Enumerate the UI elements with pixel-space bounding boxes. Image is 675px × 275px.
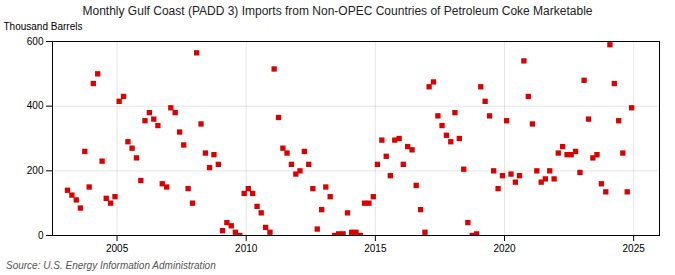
svg-text:600: 600 [27,36,44,47]
svg-text:2020: 2020 [493,243,516,254]
html-text:Monthly Gulf Coast (PADD 3) Im: Monthly Gulf Coast (PADD 3) Imports from… [82,4,593,18]
svg-text:200: 200 [27,165,44,176]
svg-text:2005: 2005 [106,243,129,254]
svg-text:2010: 2010 [235,243,258,254]
svg-text:2015: 2015 [364,243,387,254]
svg-text:2025: 2025 [623,243,646,254]
svg-text:0: 0 [38,230,44,241]
svg-text:Thousand Barrels: Thousand Barrels [4,21,83,32]
html-text:Source: U.S. Energy Informatio: Source: U.S. Energy Information Administ… [6,260,216,271]
svg-text:400: 400 [27,100,44,111]
